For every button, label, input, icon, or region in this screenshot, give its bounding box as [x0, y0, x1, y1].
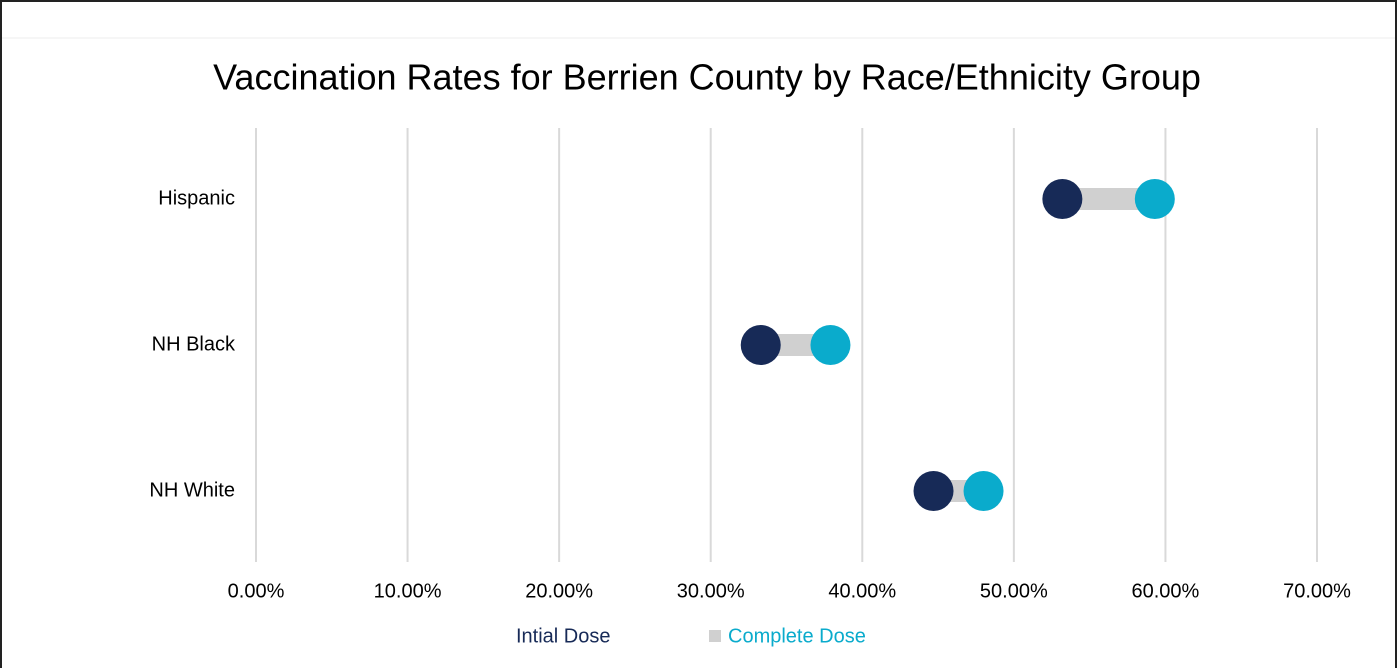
y-tick-label: Hispanic [158, 187, 235, 209]
dot [913, 471, 954, 511]
dot [1134, 179, 1175, 219]
dot [963, 471, 1004, 511]
legend-swatch [709, 630, 721, 642]
x-tick-label: 60.00% [1132, 580, 1200, 602]
dot [810, 325, 851, 365]
x-tick-label: 40.00% [828, 580, 896, 602]
x-tick-label: 50.00% [980, 580, 1048, 602]
y-tick-label: NH White [149, 479, 235, 501]
chart-title: Vaccination Rates for Berrien County by … [213, 57, 1201, 98]
legend-label: Intial Dose [516, 625, 611, 647]
x-tick-label: 20.00% [525, 580, 593, 602]
x-tick-label: 70.00% [1283, 580, 1351, 602]
x-tick-label: 30.00% [677, 580, 745, 602]
y-tick-label: NH Black [152, 333, 236, 355]
dot [740, 325, 781, 365]
x-tick-label: 0.00% [228, 580, 285, 602]
dot [1042, 179, 1083, 219]
legend-label: Complete Dose [728, 625, 866, 647]
x-tick-label: 10.00% [374, 580, 442, 602]
